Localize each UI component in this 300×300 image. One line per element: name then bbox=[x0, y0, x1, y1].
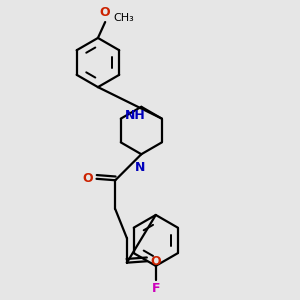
Text: F: F bbox=[152, 282, 160, 295]
Text: O: O bbox=[100, 6, 110, 19]
Text: CH₃: CH₃ bbox=[113, 13, 134, 23]
Text: O: O bbox=[151, 255, 161, 268]
Text: NH: NH bbox=[125, 109, 146, 122]
Text: N: N bbox=[135, 160, 145, 174]
Text: O: O bbox=[82, 172, 93, 185]
